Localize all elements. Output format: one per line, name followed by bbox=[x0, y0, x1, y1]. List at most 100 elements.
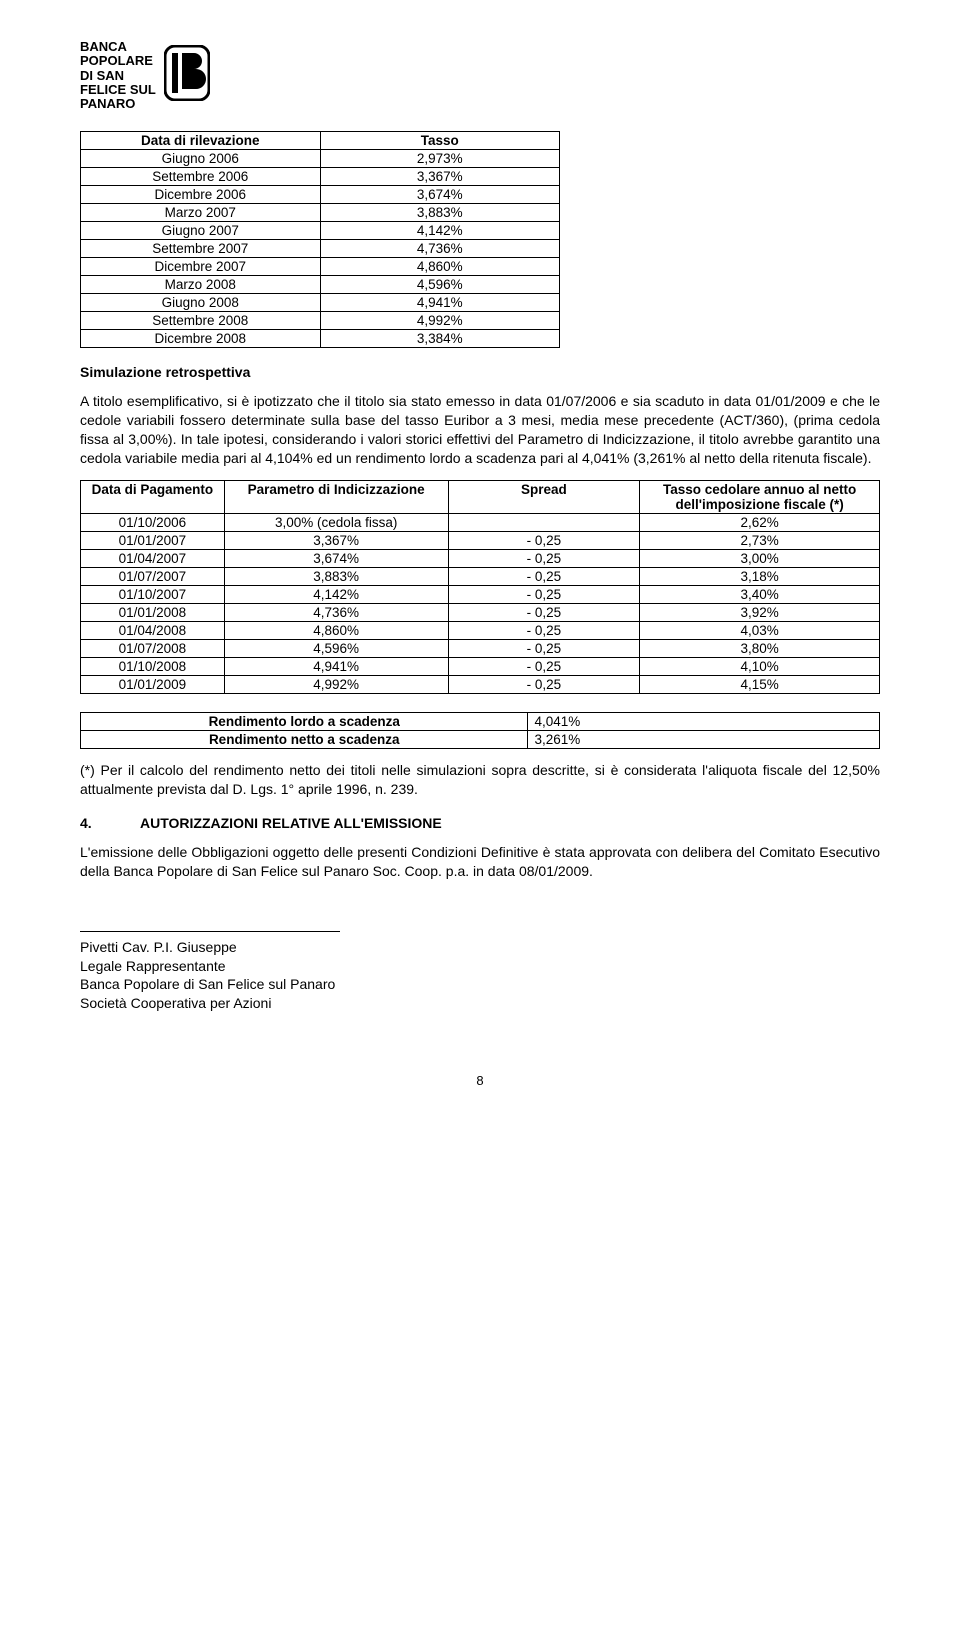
bank-logo-icon bbox=[164, 45, 210, 106]
table-cell: 4,142% bbox=[320, 222, 560, 240]
table-cell: Giugno 2008 bbox=[81, 294, 321, 312]
table-cell: 01/01/2009 bbox=[81, 676, 225, 694]
table-row: Settembre 20084,992% bbox=[81, 312, 560, 330]
table-row: Dicembre 20074,860% bbox=[81, 258, 560, 276]
table-cell: Dicembre 2006 bbox=[81, 186, 321, 204]
section-4-heading: 4. AUTORIZZAZIONI RELATIVE ALL'EMISSIONE bbox=[80, 815, 880, 831]
payment-schedule-table: Data di Pagamento Parametro di Indicizza… bbox=[80, 480, 880, 694]
table-row: Dicembre 20063,674% bbox=[81, 186, 560, 204]
table-cell: 4,860% bbox=[320, 258, 560, 276]
table-cell: 2,62% bbox=[640, 514, 880, 532]
table-cell: 4,736% bbox=[320, 240, 560, 258]
table-row: Rendimento netto a scadenza3,261% bbox=[81, 731, 880, 749]
rate-history-table: Data di rilevazione Tasso Giugno 20062,9… bbox=[80, 131, 560, 348]
table-cell: 4,992% bbox=[320, 312, 560, 330]
table-cell: 4,596% bbox=[320, 276, 560, 294]
table-row: 01/01/20084,736%- 0,253,92% bbox=[81, 604, 880, 622]
simulation-title: Simulazione retrospettiva bbox=[80, 364, 880, 380]
table-cell: Giugno 2007 bbox=[81, 222, 321, 240]
table-row: 01/04/20084,860%- 0,254,03% bbox=[81, 622, 880, 640]
table-cell: 4,736% bbox=[224, 604, 448, 622]
table-cell: 3,261% bbox=[528, 731, 880, 749]
authorization-paragraph: L'emissione delle Obbligazioni oggetto d… bbox=[80, 843, 880, 881]
table-row: 01/10/20084,941%- 0,254,10% bbox=[81, 658, 880, 676]
table-cell: 01/01/2007 bbox=[81, 532, 225, 550]
signature-line bbox=[80, 931, 340, 932]
table-cell: 3,18% bbox=[640, 568, 880, 586]
table-cell: 4,941% bbox=[320, 294, 560, 312]
table-cell: - 0,25 bbox=[448, 640, 640, 658]
table-cell: 01/10/2008 bbox=[81, 658, 225, 676]
table-cell: 01/10/2006 bbox=[81, 514, 225, 532]
table-row: 01/04/20073,674%- 0,253,00% bbox=[81, 550, 880, 568]
logo-line-1: BANCA bbox=[80, 40, 156, 54]
table-row: Dicembre 20083,384% bbox=[81, 330, 560, 348]
table-header-row: Data di rilevazione Tasso bbox=[81, 132, 560, 150]
footnote-text: (*) Per il calcolo del rendimento netto … bbox=[80, 761, 880, 799]
table-cell: 4,142% bbox=[224, 586, 448, 604]
table-cell: Settembre 2007 bbox=[81, 240, 321, 258]
table-cell bbox=[448, 514, 640, 532]
table-cell: 01/07/2007 bbox=[81, 568, 225, 586]
table-cell: Dicembre 2007 bbox=[81, 258, 321, 276]
table-cell: 3,384% bbox=[320, 330, 560, 348]
table-row: 01/01/20094,992%- 0,254,15% bbox=[81, 676, 880, 694]
table-cell: Settembre 2008 bbox=[81, 312, 321, 330]
table-cell: 01/10/2007 bbox=[81, 586, 225, 604]
table-cell: Rendimento netto a scadenza bbox=[81, 731, 528, 749]
logo-line-4: FELICE SUL bbox=[80, 83, 156, 97]
page-number: 8 bbox=[80, 1073, 880, 1088]
logo-text: BANCA POPOLARE DI SAN FELICE SUL PANARO bbox=[80, 40, 156, 111]
table-row: Giugno 20074,142% bbox=[81, 222, 560, 240]
table-cell: 4,860% bbox=[224, 622, 448, 640]
signatory-org-2: Società Cooperativa per Azioni bbox=[80, 994, 880, 1013]
table-cell: - 0,25 bbox=[448, 658, 640, 676]
table-row: Rendimento lordo a scadenza4,041% bbox=[81, 713, 880, 731]
table-cell: 4,596% bbox=[224, 640, 448, 658]
col-header: Tasso cedolare annuo al netto dell'impos… bbox=[640, 481, 880, 514]
table-row: Giugno 20062,973% bbox=[81, 150, 560, 168]
table-cell: Marzo 2008 bbox=[81, 276, 321, 294]
table-cell: 3,674% bbox=[320, 186, 560, 204]
table-cell: 3,883% bbox=[224, 568, 448, 586]
simulation-paragraph: A titolo esemplificativo, si è ipotizzat… bbox=[80, 392, 880, 468]
logo-line-2: POPOLARE bbox=[80, 54, 156, 68]
table-cell: 3,00% bbox=[640, 550, 880, 568]
table-row: 01/07/20073,883%- 0,253,18% bbox=[81, 568, 880, 586]
col-header: Data di Pagamento bbox=[81, 481, 225, 514]
table-cell: - 0,25 bbox=[448, 532, 640, 550]
table-cell: - 0,25 bbox=[448, 676, 640, 694]
table-cell: 3,80% bbox=[640, 640, 880, 658]
table-cell: 3,00% (cedola fissa) bbox=[224, 514, 448, 532]
table-cell: 4,992% bbox=[224, 676, 448, 694]
table-row: Marzo 20073,883% bbox=[81, 204, 560, 222]
table-cell: - 0,25 bbox=[448, 550, 640, 568]
table-cell: - 0,25 bbox=[448, 568, 640, 586]
col-header: Tasso bbox=[320, 132, 560, 150]
table-cell: 4,03% bbox=[640, 622, 880, 640]
yield-summary-table: Rendimento lordo a scadenza4,041%Rendime… bbox=[80, 712, 880, 749]
table-row: Marzo 20084,596% bbox=[81, 276, 560, 294]
section-title: AUTORIZZAZIONI RELATIVE ALL'EMISSIONE bbox=[140, 815, 442, 831]
signatory-name: Pivetti Cav. P.I. Giuseppe bbox=[80, 938, 880, 957]
table-cell: 2,73% bbox=[640, 532, 880, 550]
table-cell: 3,367% bbox=[320, 168, 560, 186]
table-row: 01/01/20073,367%- 0,252,73% bbox=[81, 532, 880, 550]
table-cell: 3,367% bbox=[224, 532, 448, 550]
table-row: 01/10/20074,142%- 0,253,40% bbox=[81, 586, 880, 604]
logo-line-3: DI SAN bbox=[80, 69, 156, 83]
table-cell: 4,941% bbox=[224, 658, 448, 676]
signatory-role: Legale Rappresentante bbox=[80, 957, 880, 976]
table-cell: Rendimento lordo a scadenza bbox=[81, 713, 528, 731]
table-cell: 4,15% bbox=[640, 676, 880, 694]
table-cell: 4,041% bbox=[528, 713, 880, 731]
page-container: BANCA POPOLARE DI SAN FELICE SUL PANARO … bbox=[0, 0, 960, 1118]
signature-block: Pivetti Cav. P.I. Giuseppe Legale Rappre… bbox=[80, 938, 880, 1014]
table-cell: 3,40% bbox=[640, 586, 880, 604]
table-cell: Giugno 2006 bbox=[81, 150, 321, 168]
table-cell: Marzo 2007 bbox=[81, 204, 321, 222]
logo-line-5: PANARO bbox=[80, 97, 156, 111]
table-header-row: Data di Pagamento Parametro di Indicizza… bbox=[81, 481, 880, 514]
table-cell: 3,883% bbox=[320, 204, 560, 222]
table-cell: - 0,25 bbox=[448, 586, 640, 604]
